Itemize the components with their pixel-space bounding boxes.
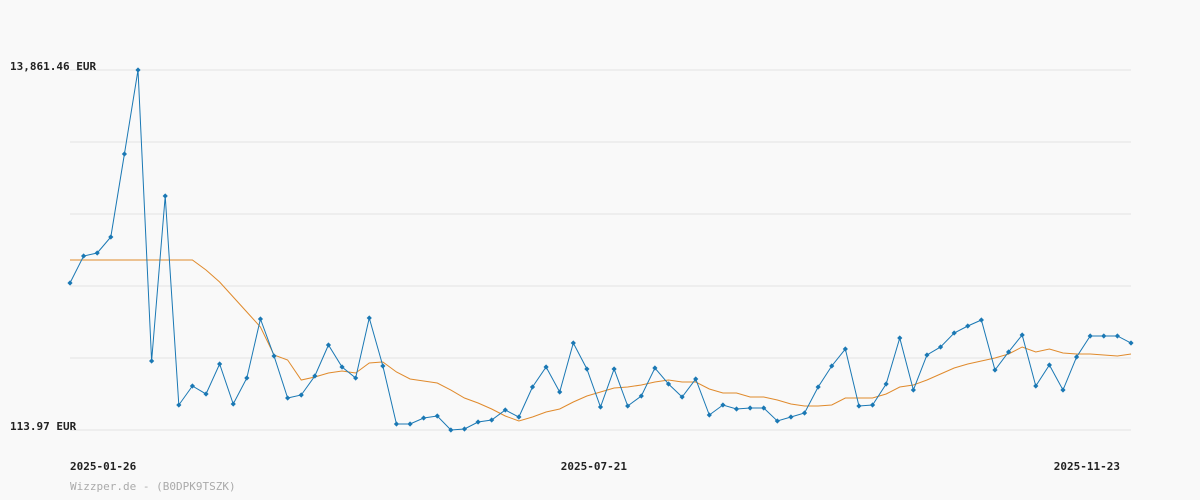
- data-point: [693, 376, 699, 382]
- data-point: [475, 419, 481, 425]
- data-point: [761, 405, 767, 411]
- data-point: [910, 387, 916, 393]
- data-point: [448, 427, 454, 433]
- data-point: [67, 280, 73, 286]
- data-point: [706, 412, 712, 418]
- data-point: [421, 415, 427, 421]
- data-point: [815, 384, 821, 390]
- x-tick-label: 2025-07-21: [561, 460, 628, 473]
- data-point: [747, 405, 753, 411]
- data-point: [393, 421, 400, 427]
- data-point: [1101, 333, 1107, 339]
- data-point: [842, 346, 848, 352]
- data-point: [162, 193, 168, 199]
- data-point: [312, 373, 318, 379]
- data-point: [1019, 332, 1025, 338]
- data-point: [951, 330, 957, 336]
- series-line: [70, 259, 1132, 422]
- data-point: [774, 418, 780, 424]
- data-point: [135, 67, 141, 73]
- data-point: [285, 395, 291, 401]
- y-tick-label: 113.97 EUR: [10, 420, 77, 433]
- data-point: [203, 391, 209, 397]
- data-point: [557, 389, 563, 395]
- data-point: [489, 417, 495, 423]
- data-point: [257, 316, 264, 322]
- data-point: [108, 234, 114, 240]
- data-point: [1060, 387, 1066, 393]
- data-point: [978, 317, 984, 323]
- data-point: [189, 383, 196, 389]
- data-point: [271, 353, 277, 359]
- data-point: [856, 403, 862, 409]
- data-point: [965, 323, 971, 329]
- x-tick-label: 2025-01-26: [70, 460, 137, 473]
- data-point: [543, 364, 549, 370]
- data-point: [516, 414, 522, 420]
- data-point: [149, 358, 155, 364]
- data-point: [1073, 354, 1080, 360]
- data-point: [733, 406, 740, 412]
- data-point: [353, 375, 359, 381]
- data-point: [407, 421, 413, 427]
- data-point: [924, 352, 930, 358]
- data-point: [81, 253, 87, 259]
- data-point: [584, 366, 590, 372]
- data-point: [366, 315, 372, 321]
- data-point: [434, 413, 440, 419]
- data-point: [529, 384, 536, 390]
- data-point: [1005, 349, 1012, 355]
- footer: Wizzper.de - (B0DPK9TSZK): [70, 480, 236, 493]
- data-point: [298, 392, 304, 398]
- data-point: [121, 151, 128, 157]
- data-point: [94, 250, 100, 256]
- y-tick-label: 13,861.46 EUR: [10, 60, 96, 73]
- data-point: [325, 342, 332, 348]
- data-point: [1033, 383, 1039, 389]
- data-point: [176, 402, 182, 408]
- data-point: [638, 393, 644, 399]
- x-tick-label: 2025-11-23: [1054, 460, 1120, 473]
- data-point: [339, 364, 345, 370]
- data-point: [217, 361, 223, 367]
- data-point: [720, 402, 726, 408]
- data-point: [992, 367, 998, 373]
- data-point: [1046, 362, 1052, 368]
- data-point: [597, 404, 604, 410]
- data-point: [244, 375, 250, 381]
- data-point: [1114, 333, 1120, 339]
- data-point: [461, 426, 468, 432]
- data-point: [788, 414, 794, 420]
- data-point: [937, 344, 944, 350]
- data-point: [1087, 333, 1093, 339]
- data-point: [897, 335, 903, 341]
- data-point: [380, 363, 386, 369]
- data-point: [829, 363, 835, 369]
- data-point: [611, 366, 617, 372]
- data-point: [1128, 340, 1134, 346]
- data-point: [502, 407, 508, 413]
- data-point: [230, 401, 236, 407]
- data-point: [869, 402, 876, 408]
- data-point: [570, 340, 576, 346]
- data-point: [625, 403, 631, 409]
- data-point: [679, 394, 685, 400]
- data-point: [652, 365, 658, 371]
- data-point: [665, 381, 672, 387]
- data-point: [883, 381, 889, 387]
- data-point: [801, 410, 808, 416]
